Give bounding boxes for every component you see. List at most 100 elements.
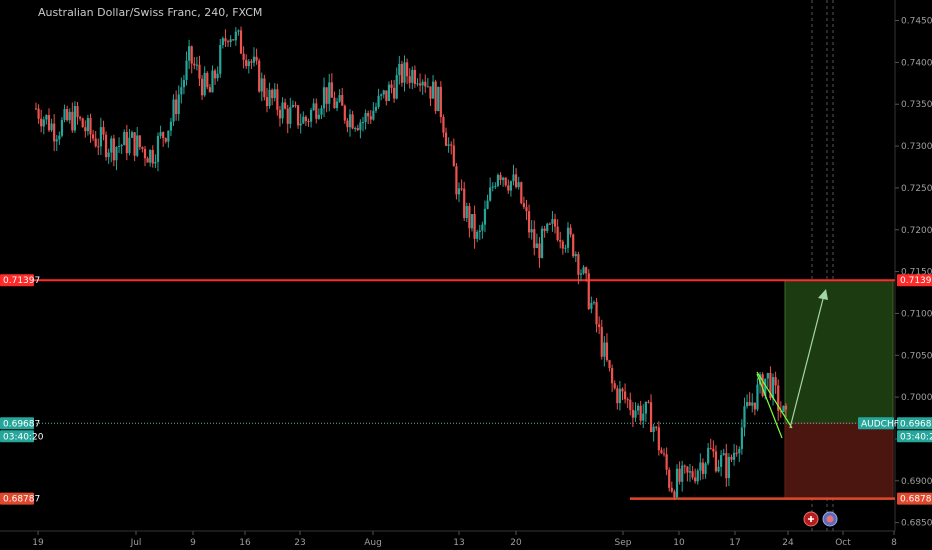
candle-body — [229, 39, 232, 42]
candle-body — [530, 229, 533, 233]
candle-body — [566, 227, 570, 248]
target-zone[interactable] — [784, 279, 894, 424]
candle-body — [97, 146, 100, 148]
candle-body — [195, 64, 198, 66]
candle-body — [525, 207, 528, 212]
candle-body — [260, 78, 263, 92]
candle-body — [629, 399, 632, 410]
candle-body — [626, 399, 629, 401]
candle-body — [156, 135, 160, 162]
candle-body — [154, 161, 157, 164]
candle-body — [294, 104, 297, 106]
stop-zone[interactable] — [784, 422, 894, 500]
candle-body — [751, 402, 754, 406]
candle-body — [452, 145, 455, 167]
candle-body — [725, 453, 728, 479]
candle-body — [540, 228, 544, 258]
candle-body — [335, 101, 339, 109]
candle-body — [86, 118, 90, 132]
left-countdown-badge: 03:40:20 — [3, 432, 44, 442]
time-tick-label: 17 — [729, 538, 740, 548]
time-tick-label: Oct — [835, 538, 851, 548]
candle-body — [766, 372, 769, 379]
candle-body — [45, 115, 48, 120]
event-icon[interactable] — [822, 511, 838, 527]
projection-arrowhead — [818, 289, 828, 300]
candle-body — [395, 75, 398, 99]
candle-body — [258, 60, 261, 92]
candle-body — [151, 150, 154, 164]
candle-body — [745, 402, 749, 407]
candle-body — [631, 409, 634, 418]
candle-body — [504, 177, 507, 186]
candle-body — [413, 69, 416, 84]
candle-body — [71, 111, 74, 131]
candle-body — [216, 73, 219, 79]
candle-body — [107, 152, 110, 158]
candle-body — [515, 174, 518, 188]
candle-body — [193, 63, 196, 66]
candle-body — [668, 469, 671, 488]
projection-arrow-line[interactable] — [789, 294, 825, 429]
candle-body — [226, 41, 230, 43]
flag-icon[interactable] — [803, 511, 819, 527]
candle-body — [699, 462, 702, 471]
candle-body — [112, 138, 115, 161]
candle-body — [701, 462, 705, 474]
candle-body — [636, 405, 640, 411]
candle-body — [683, 465, 686, 467]
candle-body — [717, 466, 720, 472]
candle-body — [356, 128, 359, 131]
candle-body — [190, 46, 193, 64]
candle-body — [517, 182, 520, 188]
wedge-lower-line[interactable] — [756, 373, 783, 439]
candle-body — [579, 273, 583, 275]
candle-body — [434, 81, 437, 112]
candle-body — [172, 99, 175, 122]
candle-body — [182, 80, 186, 88]
candle-body — [239, 30, 243, 54]
candle-body — [520, 182, 523, 204]
candle-body — [393, 87, 396, 99]
candle-body — [130, 132, 134, 138]
support-price-badge-bg — [897, 492, 932, 505]
candle-body — [611, 367, 614, 384]
candle-body — [657, 427, 660, 451]
candle-body — [771, 377, 775, 399]
candle-body — [325, 87, 328, 104]
candle-body — [128, 137, 131, 154]
candle-body — [245, 59, 248, 67]
candle-body — [559, 240, 562, 242]
chart-title: Australian Dollar/Swiss Franc, 240, FXCM — [38, 6, 263, 19]
candle-body — [234, 31, 237, 41]
candle-body — [647, 401, 650, 403]
candle-body — [473, 213, 476, 239]
left-current-badge: 0.69687 — [3, 419, 40, 429]
wedge-upper-line[interactable] — [756, 371, 793, 429]
left-resistance-badge-bg — [0, 274, 34, 287]
candle-body — [779, 410, 782, 412]
candle-body — [159, 132, 162, 136]
candle-body — [491, 186, 494, 188]
candle-body — [730, 456, 733, 460]
candle-body — [351, 114, 354, 129]
candle-body — [138, 135, 141, 148]
left-support-badge: 0.68787 — [3, 495, 40, 505]
candle-body — [224, 38, 227, 42]
candle-body — [307, 121, 310, 123]
candle-body — [740, 427, 743, 449]
candle-body — [47, 115, 51, 131]
candle-body — [494, 185, 497, 187]
candle-body — [655, 426, 658, 428]
candle-body — [237, 30, 240, 32]
candle-body — [592, 302, 596, 304]
candle-body — [117, 146, 121, 148]
candle-body — [478, 230, 481, 232]
candle-body — [691, 471, 694, 478]
